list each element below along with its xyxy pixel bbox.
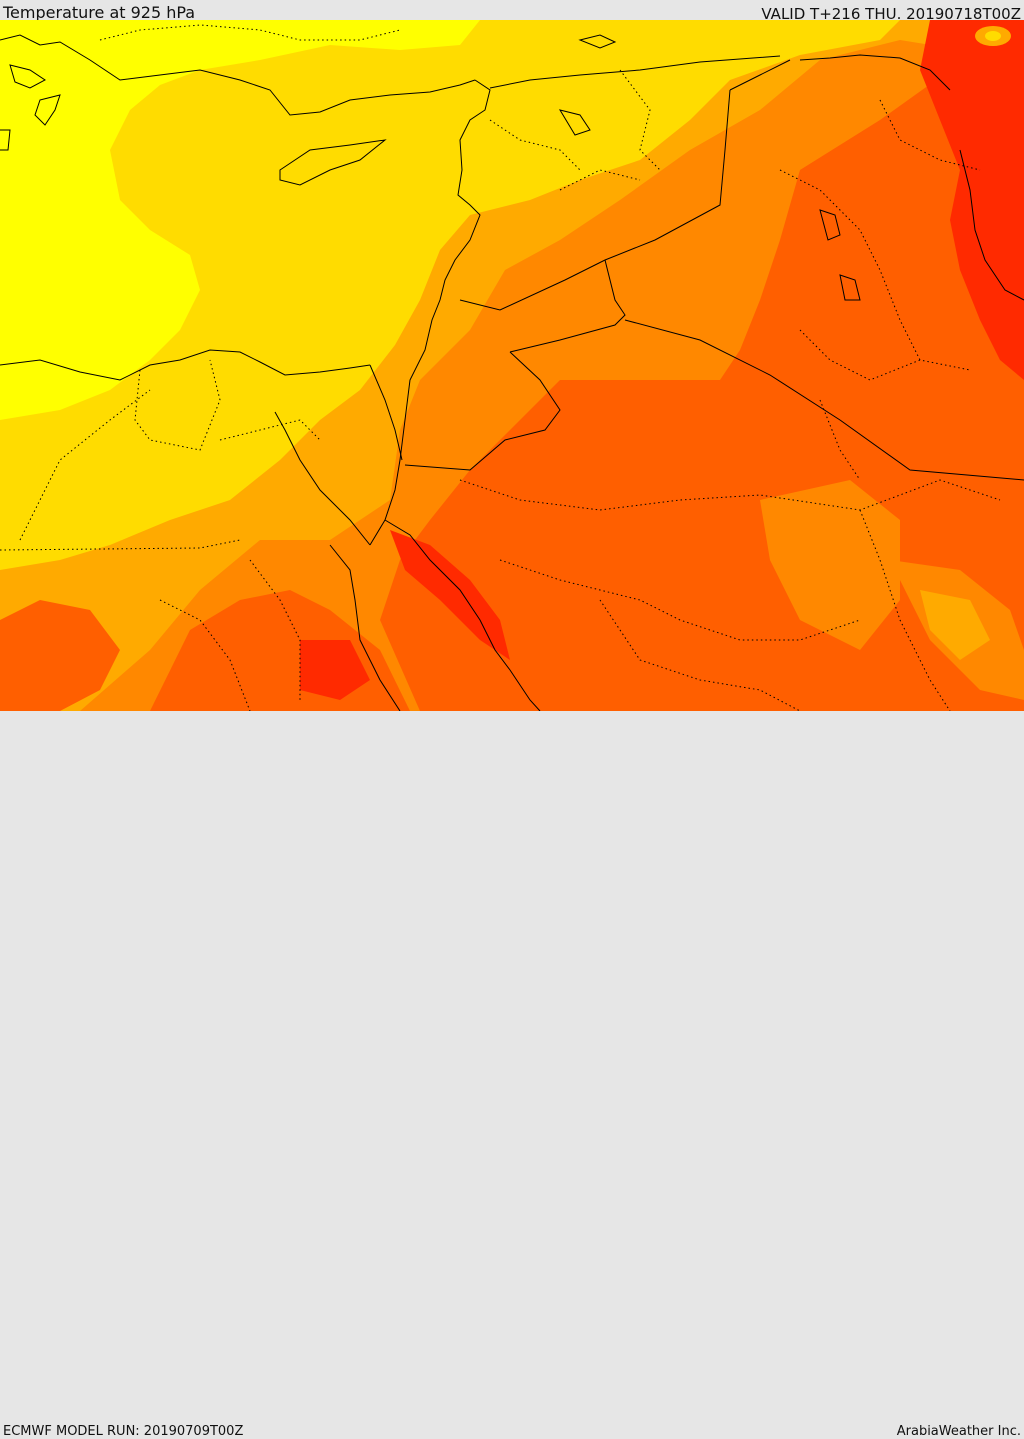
valid-time: VALID T+216 THU. 20190718T00Z — [761, 5, 1021, 23]
field-band-6c — [300, 640, 370, 700]
footer-bar: ECMWF MODEL RUN: 20190709T00Z ArabiaWeat… — [0, 711, 1024, 1439]
credit-label: ArabiaWeather Inc. — [896, 1424, 1021, 1439]
admin-boundaries — [0, 24, 1001, 711]
field-band-1 — [0, 20, 480, 420]
temperature-map — [0, 20, 1024, 711]
field-band-1b — [250, 20, 330, 45]
field-band-5c — [0, 600, 120, 711]
field-band-4c — [920, 590, 990, 660]
header-bar: Temperature at 925 hPa VALID T+216 THU. … — [0, 0, 1024, 23]
field-band-6b — [390, 530, 510, 660]
country-borders — [369, 59, 1024, 481]
model-run: ECMWF MODEL RUN: 20190709T00Z — [3, 1424, 244, 1439]
field-band-4a — [760, 480, 900, 650]
field-band-6a — [920, 20, 1024, 380]
field-band-2 — [0, 20, 900, 570]
coastlines — [0, 34, 1024, 711]
map-title: Temperature at 925 hPa — [3, 3, 196, 22]
